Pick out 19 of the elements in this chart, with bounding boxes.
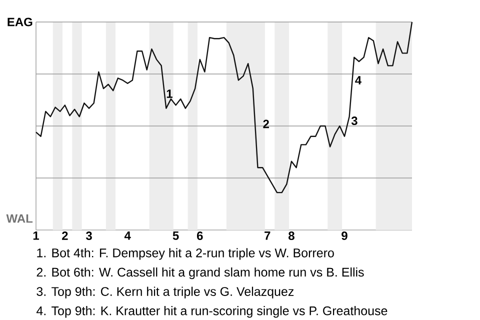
- text: 3. Top 9th: C. Kern hit a triple vs G. Velazquez: [36, 286, 294, 298]
- text: 2. Bot 6th: W. Cassell hit a grand slam home run vs B. Ellis: [36, 267, 364, 280]
- x-tick-label: 8: [288, 232, 294, 240]
- x-tick-label: 7: [264, 232, 270, 240]
- x-tick-label: 2: [62, 232, 68, 240]
- x-tick-label: 6: [196, 232, 203, 240]
- annotation: 4: [355, 76, 362, 84]
- annotation: 3: [351, 116, 358, 126]
- text: 4. Top 9th: K. Krautter hit a run-scoring single vs P. Greathouse: [36, 306, 388, 318]
- annotation: 1: [166, 90, 172, 98]
- text: 1. Bot 4th: F. Dempsey hit a 2-run triple vs W. Borrero: [37, 248, 334, 260]
- x-tick-label: 4: [124, 232, 131, 240]
- text: EAG: [8, 18, 32, 26]
- x-tick-label: 1: [33, 232, 40, 240]
- annotation: 2: [263, 120, 269, 128]
- x-tick-label: 3: [86, 232, 92, 240]
- x-tick-label: 9: [342, 232, 348, 240]
- text: WAL: [6, 214, 33, 223]
- x-tick-label: 5: [172, 232, 179, 240]
